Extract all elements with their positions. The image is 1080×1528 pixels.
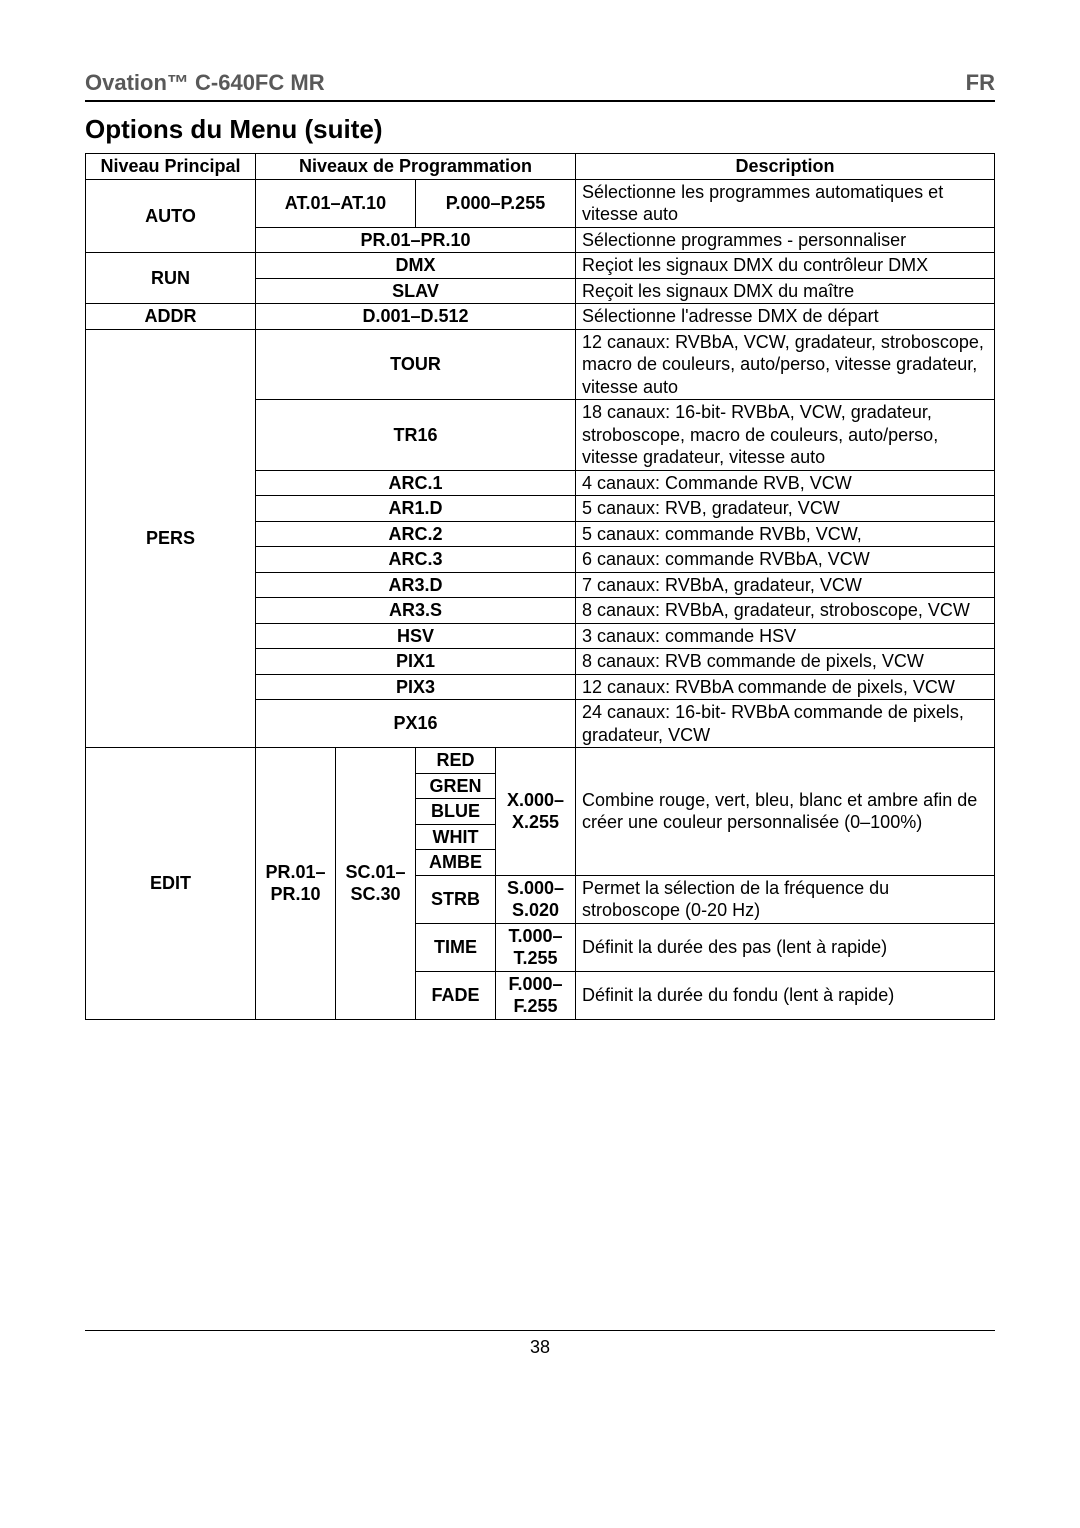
edit-strb-range: S.000–S.020 (496, 875, 576, 923)
pers-arc3: ARC.3 (256, 547, 576, 573)
product-name: Ovation™ C-640FC MR (85, 70, 325, 96)
auto-p: P.000–P.255 (416, 179, 576, 227)
edit-xrange: X.000–X.255 (496, 748, 576, 876)
addr-desc: Sélectionne l'adresse DMX de départ (576, 304, 995, 330)
page-number: 38 (530, 1337, 550, 1357)
pers-px16-desc: 24 canaux: 16-bit- RVBbA commande de pix… (576, 700, 995, 748)
pers-arc2-desc: 5 canaux: commande RVBb, VCW, (576, 521, 995, 547)
pers-hsv-desc: 3 canaux: commande HSV (576, 623, 995, 649)
pers-arc3-desc: 6 canaux: commande RVBbA, VCW (576, 547, 995, 573)
edit-red: RED (416, 748, 496, 774)
pers-pix1-desc: 8 canaux: RVB commande de pixels, VCW (576, 649, 995, 675)
edit-strb-desc: Permet la sélection de la fréquence du s… (576, 875, 995, 923)
edit-time: TIME (416, 923, 496, 971)
main-pers: PERS (86, 329, 256, 748)
edit-strb: STRB (416, 875, 496, 923)
edit-sc: SC.01–SC.30 (336, 748, 416, 1020)
pers-ar1d-desc: 5 canaux: RVB, gradateur, VCW (576, 496, 995, 522)
pers-ar3s-desc: 8 canaux: RVBbA, gradateur, stroboscope,… (576, 598, 995, 624)
main-addr: ADDR (86, 304, 256, 330)
pers-pix3: PIX3 (256, 674, 576, 700)
pers-arc1-desc: 4 canaux: Commande RVB, VCW (576, 470, 995, 496)
pers-tour: TOUR (256, 329, 576, 400)
addr-range: D.001–D.512 (256, 304, 576, 330)
edit-colors-desc: Combine rouge, vert, bleu, blanc et ambr… (576, 748, 995, 876)
pers-ar3d: AR3.D (256, 572, 576, 598)
pers-tr16: TR16 (256, 400, 576, 471)
page-header: Ovation™ C-640FC MR FR (85, 70, 995, 102)
pers-arc2: ARC.2 (256, 521, 576, 547)
edit-pr: PR.01–PR.10 (256, 748, 336, 1020)
lang-code: FR (966, 70, 995, 96)
main-auto: AUTO (86, 179, 256, 253)
pers-px16: PX16 (256, 700, 576, 748)
section-title: Options du Menu (suite) (85, 114, 995, 145)
edit-blue: BLUE (416, 799, 496, 825)
pers-tr16-desc: 18 canaux: 16-bit- RVBbA, VCW, gradateur… (576, 400, 995, 471)
table-row: EDIT PR.01–PR.10 SC.01–SC.30 RED X.000–X… (86, 748, 995, 774)
header-main: Niveau Principal (86, 154, 256, 180)
run-slav: SLAV (256, 278, 576, 304)
main-edit: EDIT (86, 748, 256, 1020)
auto-desc1: Sélectionne les programmes automatiques … (576, 179, 995, 227)
edit-fade-desc: Définit la durée du fondu (lent à rapide… (576, 971, 995, 1019)
header-prog: Niveaux de Programmation (256, 154, 576, 180)
run-dmx: DMX (256, 253, 576, 279)
auto-pr: PR.01–PR.10 (256, 227, 576, 253)
edit-whit: WHIT (416, 824, 496, 850)
pers-pix3-desc: 12 canaux: RVBbA commande de pixels, VCW (576, 674, 995, 700)
edit-fade-range: F.000–F.255 (496, 971, 576, 1019)
auto-at: AT.01–AT.10 (256, 179, 416, 227)
table-row: AUTO AT.01–AT.10 P.000–P.255 Sélectionne… (86, 179, 995, 227)
header-desc: Description (576, 154, 995, 180)
edit-fade: FADE (416, 971, 496, 1019)
pers-pix1: PIX1 (256, 649, 576, 675)
edit-time-range: T.000–T.255 (496, 923, 576, 971)
menu-options-table: Niveau Principal Niveaux de Programmatio… (85, 153, 995, 1020)
table-row: ADDR D.001–D.512 Sélectionne l'adresse D… (86, 304, 995, 330)
main-run: RUN (86, 253, 256, 304)
table-row: RUN DMX Reçiot les signaux DMX du contrô… (86, 253, 995, 279)
run-desc1: Reçiot les signaux DMX du contrôleur DMX (576, 253, 995, 279)
pers-ar1d: AR1.D (256, 496, 576, 522)
pers-ar3s: AR3.S (256, 598, 576, 624)
edit-gren: GREN (416, 773, 496, 799)
page-footer: 38 (85, 1330, 995, 1358)
pers-hsv: HSV (256, 623, 576, 649)
pers-ar3d-desc: 7 canaux: RVBbA, gradateur, VCW (576, 572, 995, 598)
edit-time-desc: Définit la durée des pas (lent à rapide) (576, 923, 995, 971)
edit-ambe: AMBE (416, 850, 496, 876)
pers-arc1: ARC.1 (256, 470, 576, 496)
pers-tour-desc: 12 canaux: RVBbA, VCW, gradateur, strobo… (576, 329, 995, 400)
auto-desc2: Sélectionne programmes - personnaliser (576, 227, 995, 253)
table-row: PERS TOUR 12 canaux: RVBbA, VCW, gradate… (86, 329, 995, 400)
run-desc2: Reçoit les signaux DMX du maître (576, 278, 995, 304)
table-header-row: Niveau Principal Niveaux de Programmatio… (86, 154, 995, 180)
